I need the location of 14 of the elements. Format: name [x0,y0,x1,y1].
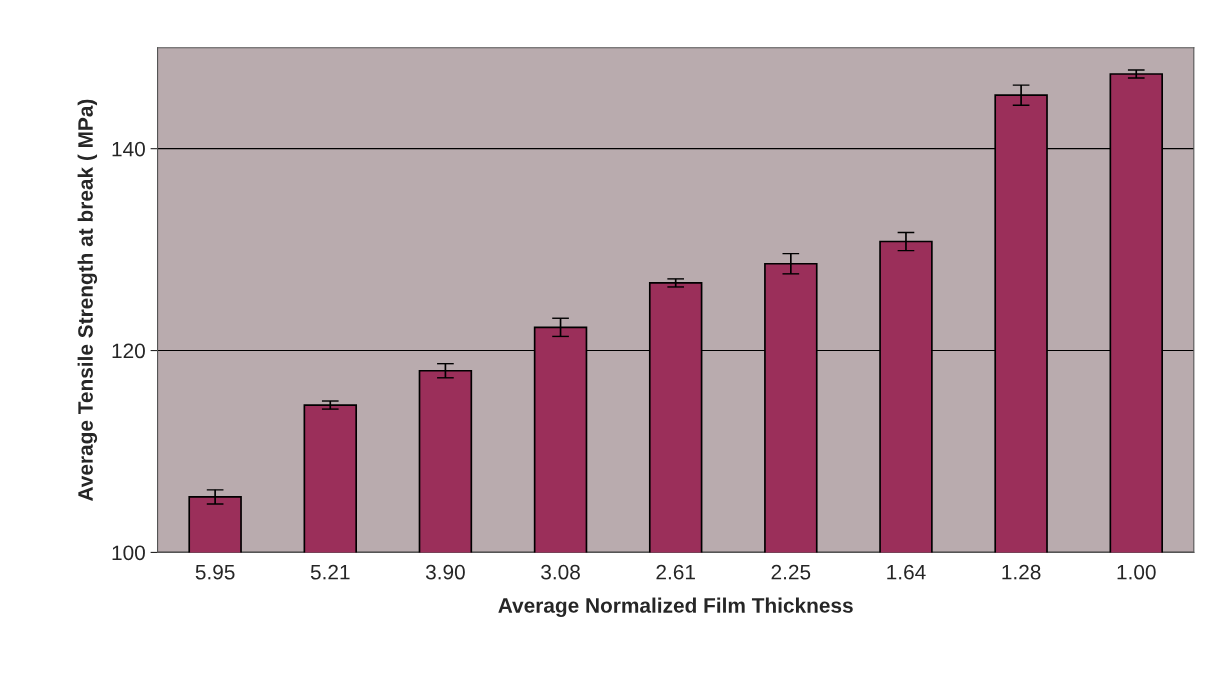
x-axis-title: Average Normalized Film Thickness [498,597,853,618]
x-tick-label: 3.90 [425,564,465,580]
y-axis-title: Average Tensile Strength at break ( MPa) [77,99,98,501]
x-tick-label: 2.61 [656,564,695,580]
x-tick-label: 5.21 [310,564,350,580]
x-tick-label: 1.00 [1117,564,1156,580]
y-tick-label: 120 [112,343,145,359]
y-tick-label: 100 [112,545,145,561]
x-tick-label: 2.25 [771,564,811,580]
x-tick-label: 1.64 [887,564,926,580]
x-tick-label: 5.95 [195,564,235,580]
x-tick-label: 3.08 [541,564,580,580]
x-tick-label: 1.28 [1002,564,1041,580]
y-tick-label: 140 [112,141,145,157]
